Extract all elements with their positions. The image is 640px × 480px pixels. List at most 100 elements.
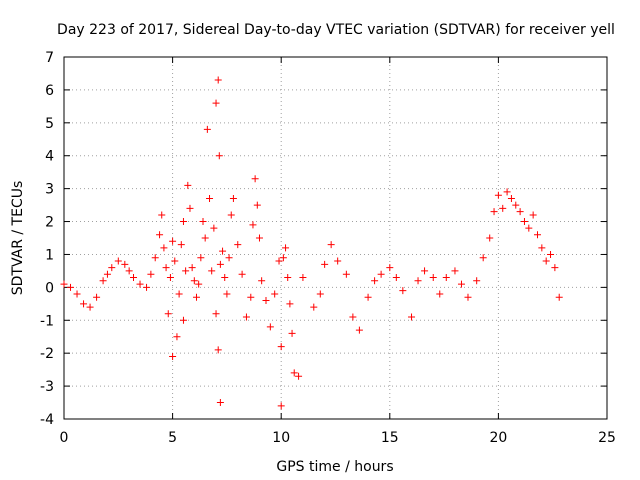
- data-point: [114, 257, 122, 265]
- data-point: [208, 267, 216, 275]
- y-tick-label: 5: [45, 116, 54, 132]
- data-point: [286, 300, 294, 308]
- data-point: [295, 372, 303, 380]
- x-axis-label: GPS time / hours: [276, 459, 393, 475]
- x-tick-label: 10: [272, 430, 290, 446]
- data-point: [327, 241, 335, 249]
- data-point: [175, 290, 183, 298]
- data-point: [275, 257, 283, 265]
- data-point: [216, 399, 224, 407]
- data-point: [80, 300, 88, 308]
- data-point: [533, 231, 541, 239]
- data-point: [225, 254, 233, 262]
- data-point: [195, 280, 203, 288]
- data-point: [364, 293, 372, 301]
- x-axis-ticks: 0 5 10 15 20 25: [60, 57, 616, 446]
- data-point: [188, 264, 196, 272]
- data-point: [442, 273, 450, 281]
- data-point: [247, 293, 255, 301]
- grid-lines: [64, 57, 607, 419]
- data-point: [473, 277, 481, 285]
- data-point: [201, 234, 209, 242]
- data-point: [542, 257, 550, 265]
- y-tick-label: 7: [45, 50, 54, 66]
- data-point: [216, 260, 224, 268]
- data-point: [219, 247, 227, 255]
- data-point: [310, 303, 318, 311]
- data-point: [171, 257, 179, 265]
- data-point: [169, 237, 177, 245]
- data-point: [529, 211, 537, 219]
- data-point: [408, 313, 416, 321]
- data-point: [221, 273, 229, 281]
- data-point: [67, 283, 75, 291]
- data-point: [555, 293, 563, 301]
- y-tick-label: 1: [45, 247, 54, 263]
- data-point: [288, 329, 296, 337]
- data-point: [197, 254, 205, 262]
- x-tick-label: 5: [168, 430, 177, 446]
- data-point: [234, 241, 242, 249]
- data-point: [284, 273, 292, 281]
- data-point: [214, 76, 222, 84]
- data-point: [125, 267, 133, 275]
- y-tick-label: 4: [45, 149, 54, 165]
- data-point: [158, 211, 166, 219]
- data-point: [73, 290, 81, 298]
- data-point: [179, 218, 187, 226]
- data-point: [199, 218, 207, 226]
- data-point: [377, 270, 385, 278]
- x-tick-label: 15: [381, 430, 399, 446]
- x-tick-label: 0: [60, 430, 69, 446]
- data-point: [164, 310, 172, 318]
- data-point: [210, 224, 218, 232]
- y-tick-label: 3: [45, 182, 54, 198]
- data-point: [151, 254, 159, 262]
- data-point: [516, 208, 524, 216]
- data-point: [547, 250, 555, 258]
- y-tick-label: -2: [40, 346, 54, 362]
- data-point: [93, 293, 101, 301]
- data-point: [136, 280, 144, 288]
- data-points: [60, 76, 563, 410]
- data-point: [277, 402, 285, 410]
- data-point: [258, 277, 266, 285]
- data-point: [507, 195, 515, 203]
- data-point: [371, 277, 379, 285]
- data-point: [60, 280, 68, 288]
- data-point: [503, 188, 511, 196]
- data-point: [299, 273, 307, 281]
- data-point: [215, 152, 223, 160]
- data-point: [212, 99, 220, 107]
- data-point: [429, 273, 437, 281]
- data-point: [457, 280, 465, 288]
- data-point: [166, 273, 174, 281]
- data-point: [203, 125, 211, 133]
- data-point: [262, 297, 270, 305]
- data-point: [436, 290, 444, 298]
- data-point: [147, 270, 155, 278]
- data-point: [520, 218, 528, 226]
- data-point: [525, 224, 533, 232]
- y-tick-label: -4: [40, 412, 54, 428]
- data-point: [279, 254, 287, 262]
- data-point: [253, 201, 261, 209]
- data-point: [173, 333, 181, 341]
- data-point: [108, 264, 116, 272]
- data-point: [494, 191, 502, 199]
- data-point: [479, 254, 487, 262]
- data-point: [227, 211, 235, 219]
- data-point: [255, 234, 263, 242]
- data-point: [242, 313, 250, 321]
- data-point: [190, 277, 198, 285]
- data-point: [464, 293, 472, 301]
- data-point: [316, 290, 324, 298]
- data-point: [355, 326, 363, 334]
- data-point: [192, 293, 200, 301]
- data-point: [392, 273, 400, 281]
- y-tick-label: 2: [45, 215, 54, 231]
- data-point: [321, 260, 329, 268]
- data-point: [121, 260, 129, 268]
- data-point: [130, 273, 138, 281]
- data-point: [551, 264, 559, 272]
